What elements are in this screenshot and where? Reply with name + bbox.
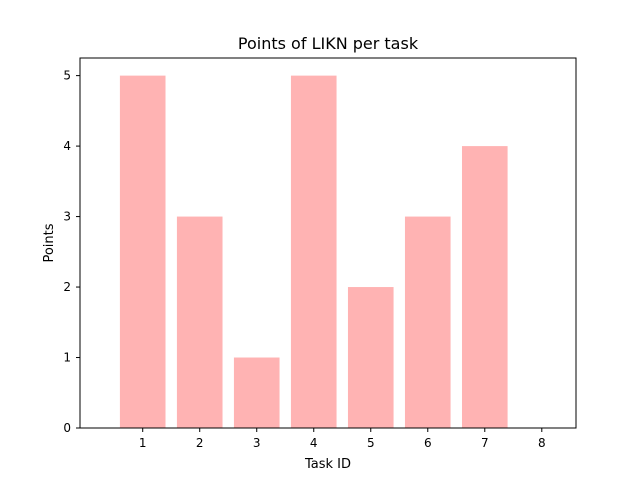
- plot-frame: [79, 57, 577, 429]
- y-axis-label: Points: [42, 223, 57, 262]
- x-tick-label: 3: [253, 436, 261, 450]
- chart-title: Points of LIKN per task: [238, 34, 419, 53]
- bar-task-2: [176, 216, 223, 428]
- bar-task-3: [233, 357, 280, 428]
- bar-task-7: [461, 146, 508, 428]
- y-tick-label: 3: [63, 210, 71, 224]
- bars-group: [119, 75, 508, 428]
- x-tick-label: 5: [367, 436, 375, 450]
- bar-task-4: [290, 75, 337, 428]
- x-tick-label: 7: [481, 436, 489, 450]
- x-tick-label: 1: [139, 436, 147, 450]
- y-tick-label: 0: [63, 421, 71, 435]
- bar-task-5: [347, 287, 394, 428]
- bar-task-1: [119, 75, 166, 428]
- y-tick-label: 4: [63, 139, 71, 153]
- x-axis-label: Task ID: [304, 457, 351, 472]
- x-tick-label: 6: [424, 436, 432, 450]
- y-tick-label: 5: [63, 69, 71, 83]
- bar-task-6: [404, 216, 451, 428]
- y-ticks-group: 0 1 2 3 4 5: [63, 69, 80, 435]
- y-tick-label: 1: [63, 351, 71, 365]
- x-ticks-group: 1 2 3 4 5 6 7 8: [139, 428, 546, 450]
- x-tick-label: 2: [196, 436, 204, 450]
- y-tick-label: 2: [63, 280, 71, 294]
- x-tick-label: 8: [538, 436, 546, 450]
- x-tick-label: 4: [310, 436, 318, 450]
